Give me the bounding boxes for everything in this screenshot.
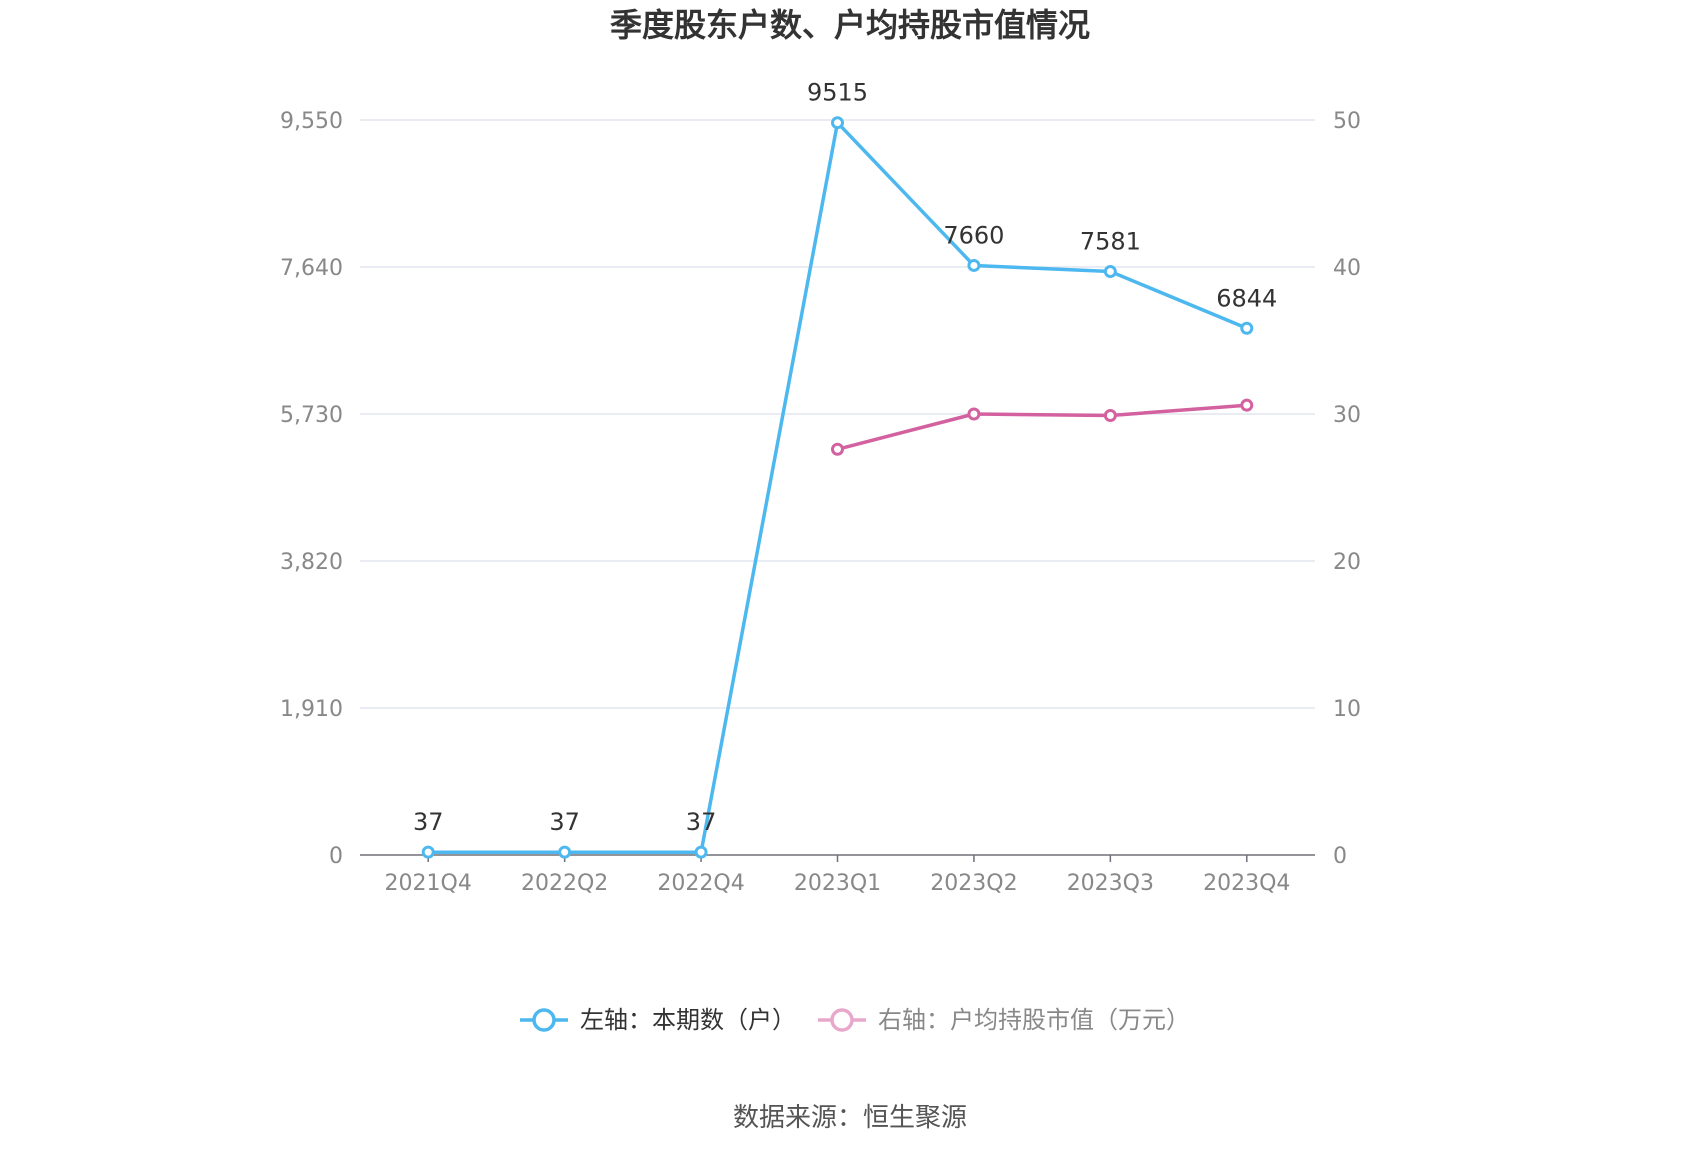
y-right-tick-label: 20 xyxy=(1333,550,1361,575)
data-point xyxy=(967,258,981,272)
data-point xyxy=(831,442,844,456)
data-label: 9515 xyxy=(807,79,868,107)
data-label: 37 xyxy=(413,808,444,836)
data-label: 37 xyxy=(686,808,717,836)
x-tick-label: 2023Q3 xyxy=(1067,871,1154,896)
data-point xyxy=(1103,408,1117,422)
legend-icon-1 xyxy=(532,1008,556,1032)
y-left-tick-label: 0 xyxy=(329,844,343,869)
x-tick-label: 2022Q4 xyxy=(657,871,744,896)
y-left-tick-label: 3,820 xyxy=(280,550,343,575)
legend-icon-2 xyxy=(830,1008,854,1032)
chart-title: 季度股东户数、户均持股市值情况 xyxy=(610,6,1090,44)
data-point xyxy=(1240,398,1254,412)
data-source: 数据来源：恒生聚源 xyxy=(733,1103,967,1133)
y-right-tick-label: 30 xyxy=(1333,403,1361,428)
data-point xyxy=(558,845,572,859)
data-point xyxy=(694,845,708,859)
x-tick-label: 2023Q2 xyxy=(930,871,1017,896)
y-right-tick-label: 10 xyxy=(1333,697,1361,722)
series-line-2 xyxy=(837,403,1247,451)
data-point xyxy=(831,116,844,130)
y-left-tick-label: 5,730 xyxy=(280,403,343,428)
data-label: 7581 xyxy=(1080,228,1141,256)
data-label: 6844 xyxy=(1216,284,1277,312)
data-label: 7660 xyxy=(943,221,1004,249)
x-tick-label: 2023Q4 xyxy=(1203,871,1290,896)
y-left-tick-label: 9,550 xyxy=(280,109,343,134)
x-tick-label: 2023Q1 xyxy=(794,871,881,896)
y-left-tick-label: 7,640 xyxy=(280,256,343,281)
y-right-tick-label: 50 xyxy=(1333,109,1361,134)
x-tick-label: 2021Q4 xyxy=(385,871,472,896)
y-left-tick-label: 1,910 xyxy=(280,697,343,722)
y-right-tick-label: 40 xyxy=(1333,256,1361,281)
legend-label-2: 右轴：户均持股市值（万元） xyxy=(878,1006,1190,1034)
data-point xyxy=(967,407,981,421)
legend-label-1: 左轴：本期数（户） xyxy=(580,1006,796,1034)
y-right-tick-label: 0 xyxy=(1333,844,1347,869)
data-point xyxy=(1240,321,1254,335)
data-point xyxy=(1103,265,1117,279)
x-tick-label: 2022Q2 xyxy=(521,871,608,896)
data-point xyxy=(421,845,435,859)
data-label: 37 xyxy=(549,808,580,836)
